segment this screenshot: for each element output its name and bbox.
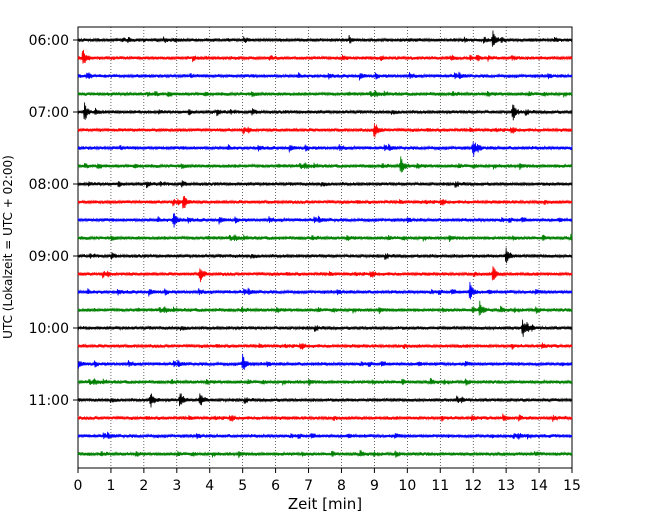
trace-08:45 — [77, 233, 573, 243]
trace-08:30 — [77, 213, 573, 228]
x-tick-label: 5 — [238, 478, 247, 494]
trace-08:00 — [77, 180, 573, 189]
trace-10:00 — [77, 319, 573, 337]
trace-07:15 — [77, 123, 573, 138]
seismic-traces — [77, 30, 573, 459]
trace-06:00 — [77, 30, 573, 47]
trace-09:00 — [77, 247, 573, 264]
trace-11:45 — [77, 449, 573, 459]
trace-11:30 — [77, 431, 573, 440]
y-tick-label: 06:00 — [29, 33, 69, 49]
x-tick-label: 11 — [431, 478, 449, 494]
y-tick-label: 10:00 — [29, 321, 69, 337]
x-tick-label: 14 — [530, 478, 548, 494]
y-tick-label: 09:00 — [29, 249, 69, 265]
y-axis-ticks: 06:00 07:00 08:00 09:00 10:00 11:00 — [29, 33, 78, 409]
trace-10:45 — [77, 377, 573, 387]
trace-11:00 — [77, 393, 573, 408]
y-tick-label: 07:00 — [29, 105, 69, 121]
plot-area-frame — [77, 26, 573, 469]
x-tick-label: 12 — [464, 478, 482, 494]
trace-06:45 — [77, 90, 573, 98]
y-tick-label: 08:00 — [29, 177, 69, 193]
y-axis-label: UTC (Lokalzeit = UTC + 02:00) — [1, 155, 15, 339]
x-tick-label: 6 — [271, 478, 280, 494]
x-tick-label: 8 — [337, 478, 346, 494]
trace-10:15 — [77, 342, 573, 350]
x-tick-label: 0 — [74, 478, 83, 494]
trace-07:00 — [77, 102, 573, 121]
trace-09:45 — [77, 300, 573, 316]
x-tick-label: 9 — [370, 478, 379, 494]
trace-10:30 — [77, 353, 573, 370]
x-tick-label: 2 — [139, 478, 148, 494]
trace-06:15 — [77, 49, 573, 64]
x-tick-label: 10 — [398, 478, 416, 494]
x-tick-label: 4 — [205, 478, 214, 494]
x-tick-label: 1 — [106, 478, 115, 494]
x-axis-ticks: 0 1 2 3 4 5 6 7 8 9 10 11 12 13 14 15 — [74, 468, 581, 494]
trace-08:15 — [77, 195, 573, 209]
x-tick-label: 7 — [304, 478, 313, 494]
x-tick-label: 15 — [563, 478, 581, 494]
trace-07:30 — [77, 141, 573, 157]
trace-09:15 — [77, 266, 573, 283]
trace-11:15 — [77, 413, 573, 422]
trace-09:30 — [77, 281, 573, 300]
x-tick-label: 13 — [497, 478, 515, 494]
x-axis-label: Zeit [min] — [288, 495, 362, 513]
x-tick-label: 3 — [172, 478, 181, 494]
y-tick-label: 11:00 — [29, 393, 69, 409]
trace-06:30 — [77, 71, 573, 81]
trace-07:45 — [77, 156, 573, 173]
